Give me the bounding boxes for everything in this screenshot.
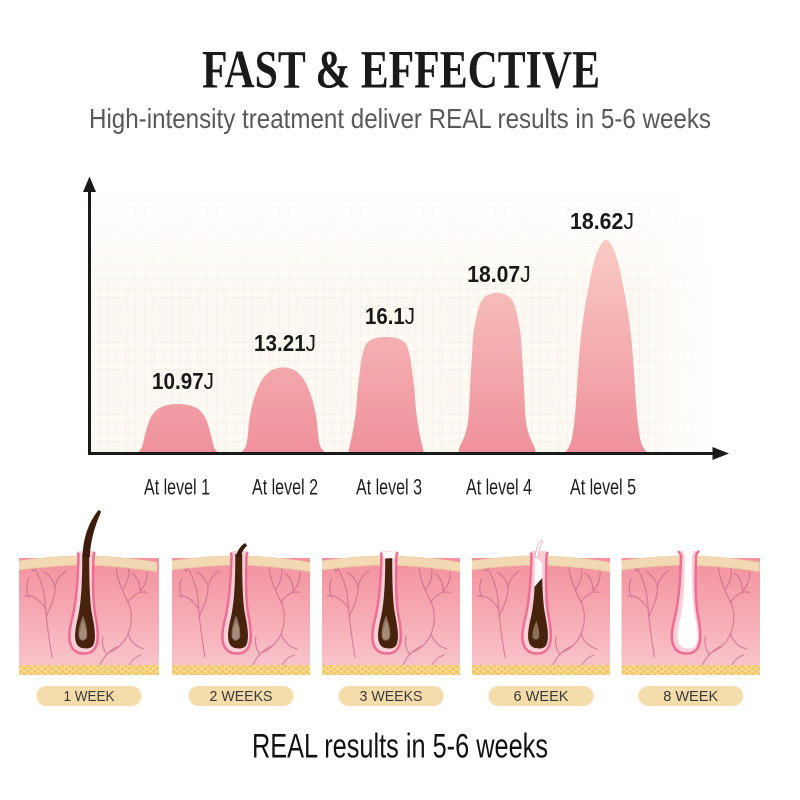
svg-text:3 WEEKS: 3 WEEKS — [360, 688, 423, 705]
svg-text:13.21J: 13.21J — [254, 330, 316, 356]
svg-text:At level 2: At level 2 — [252, 475, 318, 500]
svg-text:2 WEEKS: 2 WEEKS — [210, 688, 273, 705]
svg-text:16.1J: 16.1J — [365, 303, 415, 329]
svg-text:At level 4: At level 4 — [466, 475, 532, 500]
svg-text:18.62J: 18.62J — [570, 208, 634, 234]
svg-text:High-intensity treatment deliv: High-intensity treatment deliver REAL re… — [89, 103, 711, 134]
svg-text:FAST & EFFECTIVE: FAST & EFFECTIVE — [202, 40, 600, 100]
svg-text:8 WEEK: 8 WEEK — [663, 688, 718, 705]
svg-text:1 WEEK: 1 WEEK — [64, 688, 115, 705]
svg-text:At level 5: At level 5 — [570, 475, 636, 500]
svg-text:10.97J: 10.97J — [152, 368, 214, 394]
svg-text:At level 3: At level 3 — [356, 475, 422, 500]
svg-text:REAL results in 5-6 weeks: REAL results in 5-6 weeks — [252, 728, 548, 766]
svg-text:At level 1: At level 1 — [144, 475, 210, 500]
svg-text:18.07J: 18.07J — [467, 261, 531, 287]
svg-text:6 WEEK: 6 WEEK — [514, 688, 569, 705]
